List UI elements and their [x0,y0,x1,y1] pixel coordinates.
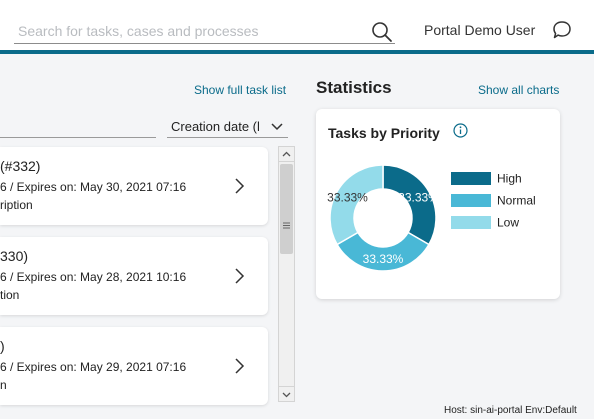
task-meta: 6 / Expires on: May 30, 2021 07:16 [0,180,187,194]
grip-icon [283,222,290,229]
chevron-right-icon[interactable] [233,267,245,285]
chevron-up-icon [282,151,291,157]
task-title: 330) [0,248,29,264]
sort-dropdown[interactable]: Creation date (l [167,114,288,138]
task-description: tion [0,288,20,302]
sort-dropdown-value: Creation date (l [171,119,260,134]
task-meta: 6 / Expires on: May 29, 2021 07:16 [0,360,187,374]
show-all-charts-link[interactable]: Show all charts [478,83,560,97]
priority-donut-chart: 33.33% 33.33% 33.33% High Normal Low [327,164,536,272]
chevron-down-icon [282,392,291,398]
chart-title: Tasks by Priority [328,125,440,141]
task-meta: 6 / Expires on: May 28, 2021 10:16 [0,270,187,284]
task-item[interactable]: (#332) 6 / Expires on: May 30, 2021 07:1… [0,147,268,225]
slice-label-normal: 33.33% [363,252,404,266]
task-description: ription [0,198,33,212]
task-title: ) [0,338,5,354]
task-list-scrollbar[interactable] [278,146,295,402]
chat-icon[interactable] [552,20,572,40]
scroll-up-button[interactable] [279,147,294,162]
scroll-down-button[interactable] [279,386,294,401]
task-item[interactable]: ) 6 / Expires on: May 29, 2021 07:16 n [0,327,268,405]
slice-label-low: 33.33% [327,191,368,205]
search-input[interactable] [18,20,348,42]
task-filter-input[interactable] [0,137,156,138]
show-full-task-list-link[interactable]: Show full task list [194,83,287,97]
search-bar [14,16,395,44]
chevron-right-icon[interactable] [233,177,245,195]
chevron-right-icon[interactable] [233,357,245,375]
donut-slice-normal[interactable] [336,231,430,272]
legend-swatch-low [451,216,491,229]
legend-swatch-high [451,172,491,185]
user-name[interactable]: Portal Demo User [424,22,536,38]
slice-label-high: 33.33% [398,191,439,205]
legend-label-normal[interactable]: Normal [497,194,536,208]
search-icon[interactable] [371,21,393,43]
header-accent-line [0,50,594,54]
chevron-down-icon [271,123,283,131]
host-env-info: Host: sin-ai-portal Env:Default [444,405,577,416]
scrollbar-thumb[interactable] [280,164,293,254]
statistics-title: Statistics [316,78,392,97]
task-title: (#332) [0,158,41,174]
donut-slice-low[interactable] [329,164,384,246]
task-description: n [0,378,7,392]
legend-swatch-normal [451,194,491,207]
donut-slice-high[interactable] [382,164,437,246]
tasks-by-priority-card: 33.33% 33.33% 33.33% High Normal Low Tasks by… [316,109,560,299]
legend-label-low[interactable]: Low [497,216,519,230]
info-icon[interactable] [453,123,468,138]
task-item[interactable]: 330) 6 / Expires on: May 28, 2021 10:16 … [0,237,268,315]
legend-label-high[interactable]: High [497,172,522,186]
top-bar: Portal Demo User [0,0,594,54]
